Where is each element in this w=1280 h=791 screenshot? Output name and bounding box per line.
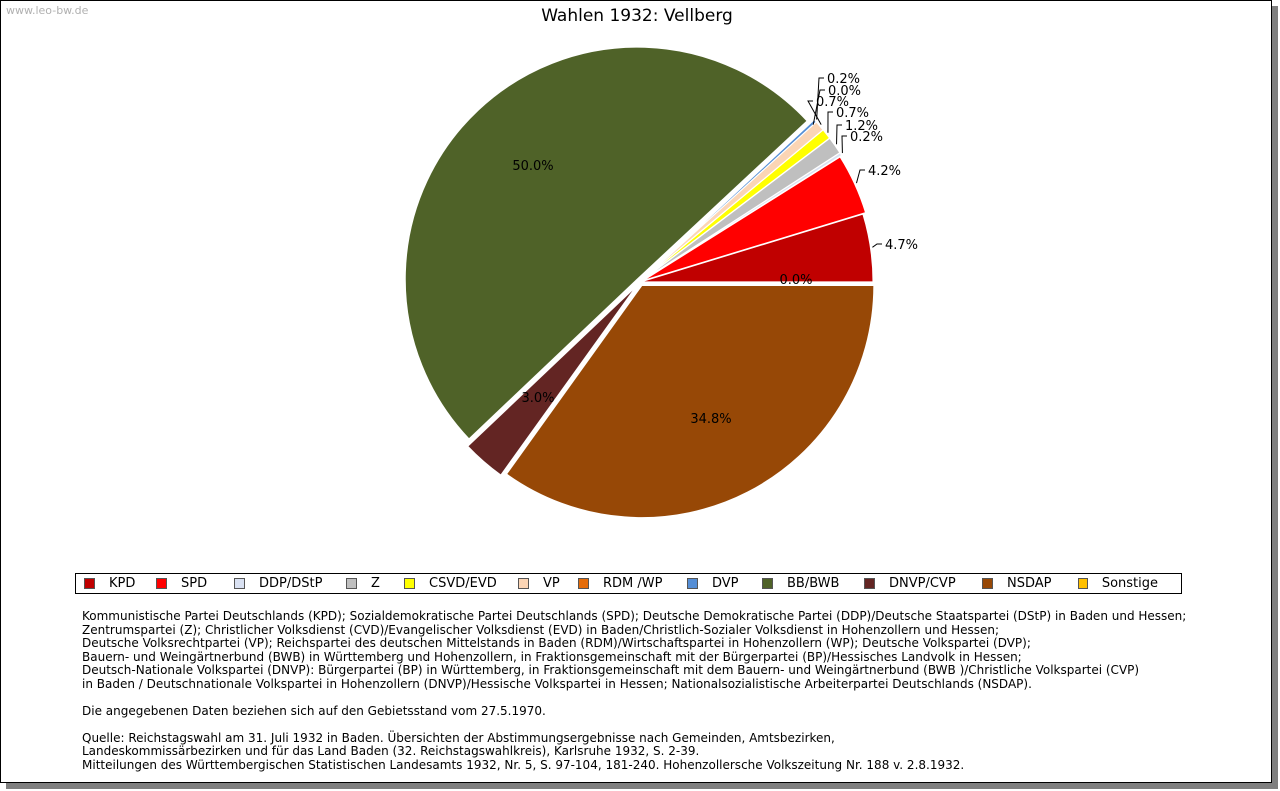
- chart-title: Wahlen 1932: Vellberg: [541, 6, 733, 26]
- legend-label: DVP: [712, 576, 739, 591]
- legend-item: DVP: [687, 574, 762, 593]
- slice-label: 50.0%: [512, 159, 553, 174]
- territory-note: Die angegebenen Daten beziehen sich auf …: [82, 703, 546, 718]
- party-note-line: Zentrumspartei (Z); Christlicher Volksdi…: [82, 622, 1000, 637]
- legend-swatch: [156, 578, 167, 589]
- legend-item: Sonstige: [1078, 574, 1158, 593]
- legend-label: NSDAP: [1007, 576, 1052, 591]
- legend-item: Z: [346, 574, 404, 593]
- legend-item: DDP/DStP: [234, 574, 346, 593]
- legend-item: VP: [518, 574, 578, 593]
- party-note-line: Kommunistische Partei Deutschlands (KPD)…: [82, 609, 1187, 623]
- source-note-line: Landeskommissärbezirken und für das Land…: [82, 744, 700, 758]
- legend-label: CSVD/EVD: [429, 576, 497, 591]
- slice-label: 0.2%: [850, 130, 883, 145]
- slice-label: 34.8%: [690, 412, 731, 427]
- leader-line: [855, 169, 865, 184]
- legend-item: RDM /WP: [578, 574, 687, 593]
- pie-chart: Wahlen 1932: Vellberg 4.7%4.2%0.2%1.2%0.…: [404, 6, 918, 519]
- legend-label: Z: [371, 576, 380, 591]
- leader-line: [836, 124, 842, 145]
- legend-label: VP: [543, 576, 560, 591]
- pie-slice: [643, 156, 867, 281]
- legend-item: CSVD/EVD: [404, 574, 518, 593]
- slice-label: 0.7%: [836, 106, 869, 121]
- slice-label: 0.2%: [827, 72, 860, 87]
- legend-swatch: [762, 578, 773, 589]
- legend-swatch: [864, 578, 875, 589]
- legend-item: DNVP/CVP: [864, 574, 982, 593]
- slice-label: 0.7%: [816, 95, 849, 110]
- pie-slice: [640, 213, 874, 283]
- leader-line: [812, 89, 825, 125]
- leader-line: [841, 135, 847, 154]
- legend-label: DNVP/CVP: [889, 576, 956, 591]
- legend-swatch: [1078, 578, 1088, 589]
- source-note-line: Quelle: Reichstagswahl am 31. Juli 1932 …: [82, 730, 835, 745]
- leader-line: [816, 77, 824, 120]
- legend-item: KPD: [76, 574, 156, 593]
- legend-label: BB/BWB: [787, 576, 840, 591]
- party-note-line: Bauern- und Weingärtnerbund (BWB) in Wür…: [82, 649, 1022, 664]
- watermark: www.leo-bw.de: [6, 4, 89, 17]
- party-note-line: Deutsch-Nationale Volkspartei (DNVP): Bü…: [82, 663, 1140, 677]
- legend-swatch: [518, 578, 529, 589]
- pie-slice: [404, 46, 808, 440]
- leader-line: [827, 111, 833, 133]
- legend-label: RDM /WP: [603, 576, 663, 591]
- leader-line: [872, 243, 882, 248]
- legend-swatch: [687, 578, 698, 589]
- slice-label: 4.2%: [868, 164, 901, 179]
- slice-label: 3.0%: [521, 391, 554, 406]
- legend-label: DDP/DStP: [259, 576, 323, 591]
- legend-swatch: [234, 578, 245, 589]
- slice-label: 1.2%: [845, 119, 878, 134]
- party-note-line: Deutsche Volksrechtpartei (VP); Reichspa…: [82, 636, 1031, 650]
- legend-swatch: [346, 578, 357, 589]
- slice-label: 0.0%: [779, 273, 812, 288]
- legend-label: SPD: [181, 576, 208, 591]
- legend-item: BB/BWB: [762, 574, 864, 593]
- slice-label: 4.7%: [885, 238, 918, 253]
- pie-slice: [505, 285, 875, 519]
- legend-item: NSDAP: [982, 574, 1078, 593]
- legend-swatch: [84, 578, 95, 589]
- legend-swatch: [578, 578, 589, 589]
- notes: Kommunistische Partei Deutschlands (KPD)…: [82, 609, 1232, 772]
- chart-legend: KPD SPD DDP/DStP Z CSVD/EVD VP RDM /WP DVP BB/BW…: [75, 573, 1182, 594]
- pie-slice: [467, 286, 637, 476]
- legend-label: KPD: [109, 576, 136, 591]
- legend-item: SPD: [156, 574, 234, 593]
- legend-label: Sonstige: [1101, 576, 1158, 591]
- legend-swatch: [404, 578, 415, 589]
- slice-label: 0.0%: [828, 84, 861, 99]
- legend-swatch: [982, 578, 993, 589]
- source-note-line: Mitteilungen des Württembergischen Stati…: [82, 757, 965, 772]
- party-note-line: in Baden / Deutschnationale Volkspartei …: [82, 676, 1032, 691]
